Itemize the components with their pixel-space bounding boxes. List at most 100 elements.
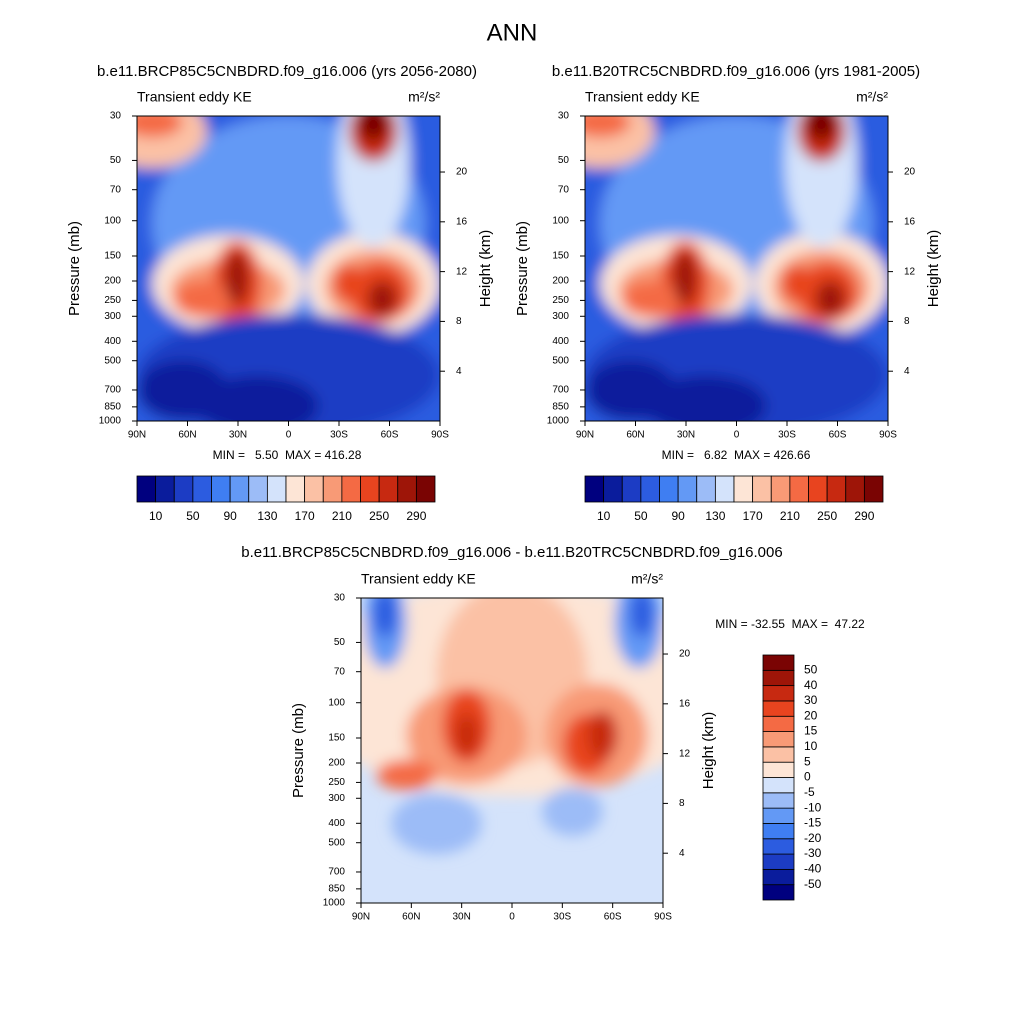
- y2-tick-label: 16: [679, 698, 691, 709]
- y-tick-label: 150: [552, 251, 569, 262]
- colorbar-label: 250: [817, 509, 837, 523]
- colorbar-label: 0: [804, 770, 811, 784]
- colorbar-box: [304, 475, 324, 503]
- colorbar-box: [659, 475, 679, 503]
- colorbar-box: [752, 475, 772, 503]
- y-tick-label: 200: [552, 276, 569, 287]
- colorbar-box: [322, 475, 343, 503]
- colorbar-label: -5: [804, 785, 815, 799]
- field-blobs: [361, 598, 663, 855]
- colorbar-label: -10: [804, 800, 822, 814]
- colorbar: 10 50 90 130 170 210 250 290: [136, 475, 436, 523]
- colorbar-box: [714, 475, 735, 503]
- colorbar-box: [229, 475, 250, 503]
- y-tick-label: 1000: [323, 898, 346, 909]
- y2-tick-label: 20: [904, 167, 916, 178]
- colorbar-label: 290: [854, 509, 874, 523]
- x-tick-label: 0: [286, 430, 292, 441]
- y-tick-label: 100: [328, 697, 345, 708]
- y-tick-label: 50: [334, 637, 346, 648]
- x-tick-label: 60N: [402, 912, 420, 923]
- contour-field: [361, 598, 663, 903]
- field-blob: [333, 265, 365, 303]
- colorbar-label: 130: [257, 509, 277, 523]
- colorbar-label: 30: [804, 693, 818, 707]
- y2-tick-label: 12: [456, 266, 468, 277]
- y-tick-label: 300: [552, 311, 569, 322]
- x-tick-label: 30N: [229, 430, 247, 441]
- colorbar-box: [845, 475, 865, 503]
- colorbar-label: 210: [780, 509, 800, 523]
- colorbar-box: [808, 475, 828, 503]
- y-tick-label: 700: [552, 385, 569, 396]
- colorbar-box: [397, 475, 417, 503]
- colorbar-box: [733, 475, 754, 503]
- y-tick-label: 850: [104, 402, 121, 413]
- contour-field: [585, 116, 888, 421]
- field-blob: [587, 710, 618, 760]
- y-axis-label: Pressure (mb): [290, 703, 307, 798]
- colorbar-label: 20: [804, 708, 818, 722]
- colorbar-label: -15: [804, 816, 822, 830]
- y2-tick-label: 4: [679, 848, 685, 859]
- y-tick-label: 400: [328, 818, 345, 829]
- y-tick-label: 400: [552, 336, 569, 347]
- x-tick-label: 30S: [778, 430, 796, 441]
- y-tick-label: 850: [328, 884, 345, 895]
- panel-title: b.e11.B20TRC5CNBDRD.f09_g16.006 (yrs 198…: [552, 63, 920, 80]
- y2-tick-label: 4: [456, 366, 462, 377]
- colorbar-box: [762, 884, 795, 901]
- colorbar-box: [584, 475, 605, 503]
- colorbar-box: [640, 475, 660, 503]
- colorbar-box: [285, 475, 306, 503]
- y-tick-label: 250: [328, 777, 345, 788]
- y-tick-label: 500: [104, 355, 121, 366]
- y2-axis-label: Height (km): [925, 230, 942, 308]
- colorbar-label: 250: [369, 509, 389, 523]
- y-tick-label: 30: [110, 111, 122, 122]
- field-blob: [197, 375, 319, 421]
- colorbar-box: [173, 475, 194, 503]
- y-tick-label: 200: [328, 758, 345, 769]
- y-tick-label: 500: [552, 355, 569, 366]
- x-tick-label: 0: [509, 912, 515, 923]
- x-tick-label: 90S: [654, 912, 672, 923]
- left-label: Transient eddy KE: [137, 89, 252, 105]
- colorbar-box: [211, 475, 231, 503]
- x-tick-label: 90N: [576, 430, 594, 441]
- y-tick-label: 400: [104, 336, 121, 347]
- y-tick-label: 150: [104, 251, 121, 262]
- y-tick-label: 100: [552, 215, 569, 226]
- field-blob: [454, 713, 479, 757]
- colorbar-box: [136, 475, 157, 503]
- y2-tick-label: 8: [904, 316, 910, 327]
- x-tick-label: 60S: [829, 430, 847, 441]
- y-tick-label: 70: [110, 184, 122, 195]
- colorbar-box: [762, 761, 795, 778]
- colorbar-label: 50: [186, 509, 200, 523]
- colorbar-label: 210: [332, 509, 352, 523]
- units-label: m²/s²: [408, 89, 440, 105]
- colorbar-box: [415, 475, 436, 503]
- colorbar-box: [155, 475, 175, 503]
- colorbar-box: [677, 475, 698, 503]
- x-tick-label: 30N: [677, 430, 695, 441]
- colorbar-label: 170: [743, 509, 763, 523]
- y-tick-label: 70: [558, 184, 570, 195]
- field-blobs: [585, 116, 888, 421]
- x-tick-label: 90N: [128, 430, 146, 441]
- panel-title: b.e11.BRCP85C5CNBDRD.f09_g16.006 (yrs 20…: [97, 63, 477, 80]
- y2-tick-label: 20: [456, 167, 468, 178]
- colorbar-box: [603, 475, 623, 503]
- colorbar-box: [826, 475, 847, 503]
- y-axis-label: Pressure (mb): [66, 221, 83, 316]
- colorbar-label: 10: [597, 509, 611, 523]
- y2-tick-label: 8: [679, 798, 685, 809]
- panel-title: b.e11.BRCP85C5CNBDRD.f09_g16.006 - b.e11…: [241, 544, 782, 561]
- field-blob: [806, 116, 837, 141]
- field-blob: [815, 280, 846, 318]
- colorbar-box: [762, 823, 795, 840]
- colorbar-label: -40: [804, 862, 822, 876]
- field-blob: [373, 598, 398, 638]
